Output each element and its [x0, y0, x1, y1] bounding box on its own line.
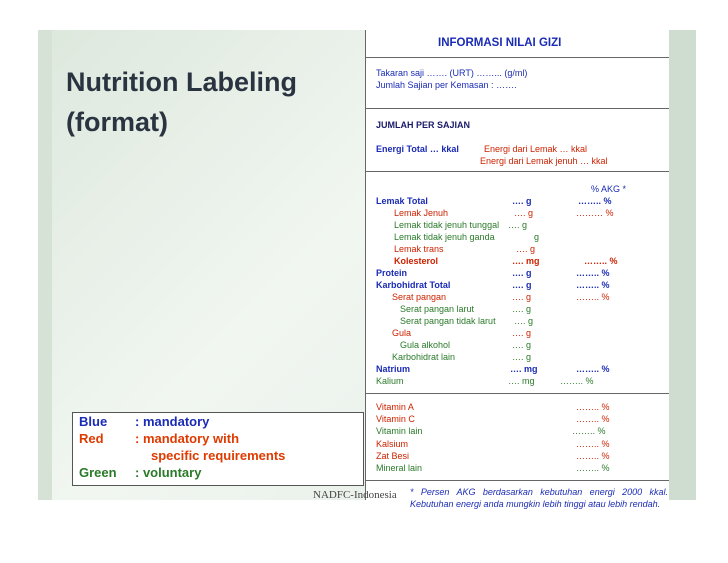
vitamin-akg: …….. % [576, 439, 610, 449]
nutrient-amount: …. g [512, 196, 532, 206]
nutrient-name: Kalium [376, 376, 404, 386]
legend-value: specific requirements [151, 448, 286, 463]
nutrient-amount: …. g [512, 340, 532, 350]
nutrient-akg: …….. % [576, 292, 610, 302]
vitamin-akg: …….. % [572, 426, 606, 436]
right-decor-stripe [668, 30, 696, 500]
nutrient-name: Protein [376, 268, 408, 278]
panel-header: INFORMASI NILAI GIZI [438, 37, 562, 49]
legend-value: : voluntary [135, 465, 202, 480]
nutrient-name: Natrium [376, 364, 411, 374]
divider [366, 480, 669, 481]
slide-title: Nutrition Labeling (format) [66, 62, 356, 142]
divider [366, 108, 669, 109]
divider [366, 393, 669, 394]
nutrient-name: Lemak trans [394, 244, 444, 254]
nutrient-amount: …. mg [510, 364, 538, 374]
legend-green: Green : voluntary [77, 464, 363, 481]
akg-footnote: * Persen AKG berdasarkan kebutuhan energ… [410, 487, 668, 509]
nutrient-amount: …. g [508, 220, 528, 230]
akg-header: % AKG * [591, 184, 627, 194]
vitamin-akg: …….. % [576, 463, 610, 473]
nutrient-name: Gula alkohol [400, 340, 451, 350]
nutrient-akg: …….. % [584, 256, 618, 266]
legend-key: Green [79, 465, 117, 480]
vitamin-name: Vitamin lain [376, 426, 423, 436]
nutrient-name: Serat pangan tidak larut [400, 316, 496, 326]
nutrient-akg: …….. % [578, 196, 612, 206]
vitamin-name: Vitamin A [376, 402, 414, 412]
nutrient-name: Serat pangan [392, 292, 447, 302]
legend-red: Red : mandatory with [77, 430, 363, 447]
nutrient-name: Serat pangan larut [400, 304, 475, 314]
nutrition-facts-panel: INFORMASI NILAI GIZI Takaran saji ……. (U… [365, 30, 669, 500]
nutrient-akg: …….. % [560, 376, 594, 386]
servings-per-pack: Jumlah Sajian per Kemasan : ……. [376, 80, 517, 90]
nutrient-name: Lemak tidak jenuh tunggal [394, 220, 500, 230]
legend-red-continued: specific requirements [77, 447, 363, 464]
divider [366, 57, 669, 58]
nutrient-amount: …. mg [508, 376, 535, 386]
nutrient-amount: …. mg [512, 256, 540, 266]
legend-key: Blue [79, 414, 108, 429]
vitamin-name: Kalsium [376, 439, 409, 449]
serving-size: Takaran saji ……. (URT) ……... (g/ml) [376, 68, 528, 78]
nutrient-name: Lemak Total [376, 196, 428, 206]
nutrient-akg: …….. % [576, 280, 610, 290]
nutrient-amount: …. g [516, 244, 536, 254]
nutrient-akg: ……… % [576, 208, 614, 218]
title-line-2: (format) [66, 107, 168, 137]
title-line-1: Nutrition Labeling [66, 67, 297, 97]
nutrient-amount: …. g [512, 352, 532, 362]
legend-value: : mandatory with [135, 431, 240, 446]
nutrient-name: Kolesterol [394, 256, 439, 266]
left-decor-stripe [38, 30, 52, 500]
nutrient-name: Karbohidrat lain [392, 352, 456, 362]
nutrient-amount: …. g [514, 316, 534, 326]
energy-from-saturated-fat: Energi dari Lemak jenuh … kkal [480, 156, 608, 166]
nutrient-amount: …. g [512, 304, 532, 314]
vitamin-akg: …….. % [576, 402, 610, 412]
vitamin-name: Mineral lain [376, 463, 423, 473]
nutrient-amount: …. g [514, 208, 534, 218]
vitamin-name: Zat Besi [376, 451, 410, 461]
vitamin-akg: …….. % [576, 414, 610, 424]
nutrient-amount: …. g [512, 280, 532, 290]
energy-from-fat: Energi dari Lemak … kkal [484, 144, 588, 154]
nutrient-name: Lemak Jenuh [394, 208, 449, 218]
footer-source: NADFC-Indonesia [313, 489, 397, 501]
nutrient-name: Lemak tidak jenuh ganda [394, 232, 495, 242]
divider [366, 171, 669, 172]
nutrient-name: Gula [392, 328, 412, 338]
nutrient-akg: …….. % [576, 364, 610, 374]
nutrient-amount: …. g [512, 292, 532, 302]
color-legend: Blue : mandatory Red : mandatory with sp… [72, 412, 364, 486]
legend-key: Red [79, 431, 104, 446]
legend-blue: Blue : mandatory [77, 413, 363, 430]
nutrient-akg: …….. % [576, 268, 610, 278]
nutrient-name: Karbohidrat Total [376, 280, 451, 290]
nutrient-amount: g [534, 232, 540, 242]
nutrient-amount: …. g [512, 328, 532, 338]
per-serving-heading: JUMLAH PER SAJIAN [376, 120, 471, 130]
nutrient-amount: …. g [512, 268, 532, 278]
vitamin-akg: …….. % [576, 451, 610, 461]
vitamin-name: Vitamin C [376, 414, 415, 424]
legend-value: : mandatory [135, 414, 210, 429]
energy-total: Energi Total … kkal [376, 144, 459, 154]
